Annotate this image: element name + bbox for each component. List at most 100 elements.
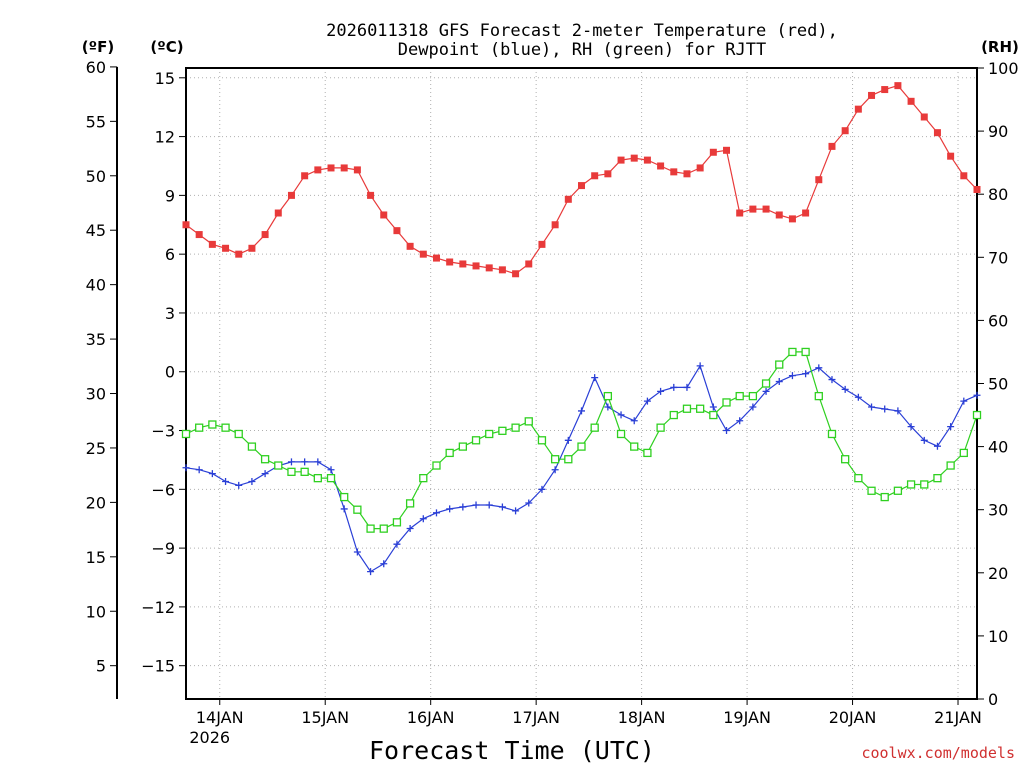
rh-point xyxy=(445,448,454,458)
dewpoint-point xyxy=(182,464,190,472)
dewpoint-point xyxy=(749,403,757,411)
temperature-point xyxy=(274,209,282,217)
dewpoint-point xyxy=(815,364,823,372)
rh-point xyxy=(682,404,692,413)
rh-point xyxy=(366,524,375,533)
rh-point xyxy=(208,420,217,429)
rh-point xyxy=(827,429,837,439)
dewpoint-point xyxy=(604,403,612,411)
dewpoint-point xyxy=(670,383,678,391)
dewpoint-point xyxy=(868,403,876,411)
rh-point xyxy=(471,436,481,445)
rh-point xyxy=(537,436,547,445)
rh-tick-label: 10 xyxy=(988,627,1008,646)
temperature-point xyxy=(432,254,440,262)
temperature-point xyxy=(802,209,810,217)
dewpoint-point xyxy=(960,397,968,405)
temperature-point xyxy=(419,250,427,258)
celsius-tick-label: 9 xyxy=(165,186,175,205)
rh-point xyxy=(748,391,758,401)
dewpoint-point xyxy=(406,525,414,533)
dewpoint-point xyxy=(512,507,520,515)
rh-point xyxy=(906,480,916,489)
dewpoint-point xyxy=(340,505,348,513)
celsius-unit-label: (ºC) xyxy=(150,38,183,56)
rh-point xyxy=(419,473,428,483)
rh-point xyxy=(353,505,362,514)
dewpoint-point xyxy=(564,436,572,444)
temperature-point xyxy=(709,148,717,156)
dewpoint-point xyxy=(828,376,836,384)
celsius-tick-label: 3 xyxy=(165,304,175,323)
temperature-point xyxy=(723,146,731,154)
rh-point xyxy=(867,486,876,495)
temperature-point xyxy=(657,162,665,170)
temperature-point xyxy=(854,105,862,113)
dewpoint-point xyxy=(591,374,599,382)
rh-point xyxy=(880,492,889,502)
temperature-point xyxy=(670,168,678,176)
fahrenheit-tick-label: 55 xyxy=(86,112,106,131)
rh-point xyxy=(696,404,705,413)
temperature-point xyxy=(222,244,230,252)
rh-point xyxy=(300,467,309,476)
temperature-point xyxy=(406,242,414,250)
rh-point xyxy=(761,379,771,388)
x-tick-label: 15JAN xyxy=(301,708,349,727)
rh-point xyxy=(656,423,665,432)
fahrenheit-tick-label: 15 xyxy=(86,548,106,567)
chart-title-line-2: Dewpoint (blue), RH (green) for RJTT xyxy=(398,40,766,60)
dewpoint-point xyxy=(419,515,427,523)
temperature-point xyxy=(947,152,955,160)
temperature-point xyxy=(195,231,203,239)
rh-point xyxy=(709,410,718,420)
temperature-point xyxy=(578,182,585,190)
dewpoint-point xyxy=(709,403,717,411)
temperature-point xyxy=(828,142,836,150)
dewpoint-point xyxy=(459,503,467,511)
rh-point xyxy=(933,473,942,483)
temperature-point xyxy=(235,250,243,258)
rh-point xyxy=(669,410,678,420)
x-axis-title: Forecast Time (UTC) xyxy=(369,736,655,765)
temperature-point xyxy=(894,82,902,90)
fahrenheit-tick-label: 30 xyxy=(86,385,106,404)
dewpoint-point xyxy=(762,387,770,395)
rh-point xyxy=(630,442,639,451)
dewpoint-point xyxy=(525,499,533,507)
dewpoint-point xyxy=(235,481,243,489)
rh-point xyxy=(564,455,573,464)
rh-point xyxy=(181,429,191,439)
rh-tick-label: 70 xyxy=(988,248,1008,267)
rh-point xyxy=(234,429,243,439)
temperature-point xyxy=(907,97,915,105)
dewpoint-point xyxy=(472,501,480,509)
rh-point xyxy=(379,524,388,533)
x-tick-label: 14JAN xyxy=(196,708,244,727)
rh-tick-label: 50 xyxy=(988,375,1008,394)
temperature-point xyxy=(973,185,981,193)
temperature-point xyxy=(301,172,309,180)
x-tick-label: 17JAN xyxy=(512,708,560,727)
dewpoint-point xyxy=(538,485,546,493)
dewpoint-point xyxy=(933,442,941,450)
dewpoint-point xyxy=(696,362,704,370)
rh-point xyxy=(550,455,560,464)
dewpoint-point xyxy=(881,405,889,413)
rh-tick-label: 0 xyxy=(988,690,998,709)
rh-unit-label: (RH) xyxy=(981,38,1019,56)
rh-point xyxy=(788,347,797,357)
celsius-tick-label: −12 xyxy=(141,598,175,617)
temperature-point xyxy=(696,164,704,172)
rh-point xyxy=(841,455,850,464)
rh-point xyxy=(814,391,823,401)
temperature-point xyxy=(683,170,691,178)
dewpoint-point xyxy=(208,470,216,478)
dewpoint-point xyxy=(947,423,955,431)
rh-point xyxy=(405,499,415,508)
temperature-point xyxy=(643,156,651,164)
rh-point xyxy=(893,486,903,495)
celsius-tick-label: −6 xyxy=(151,480,175,499)
celsius-tick-label: −3 xyxy=(151,422,175,441)
